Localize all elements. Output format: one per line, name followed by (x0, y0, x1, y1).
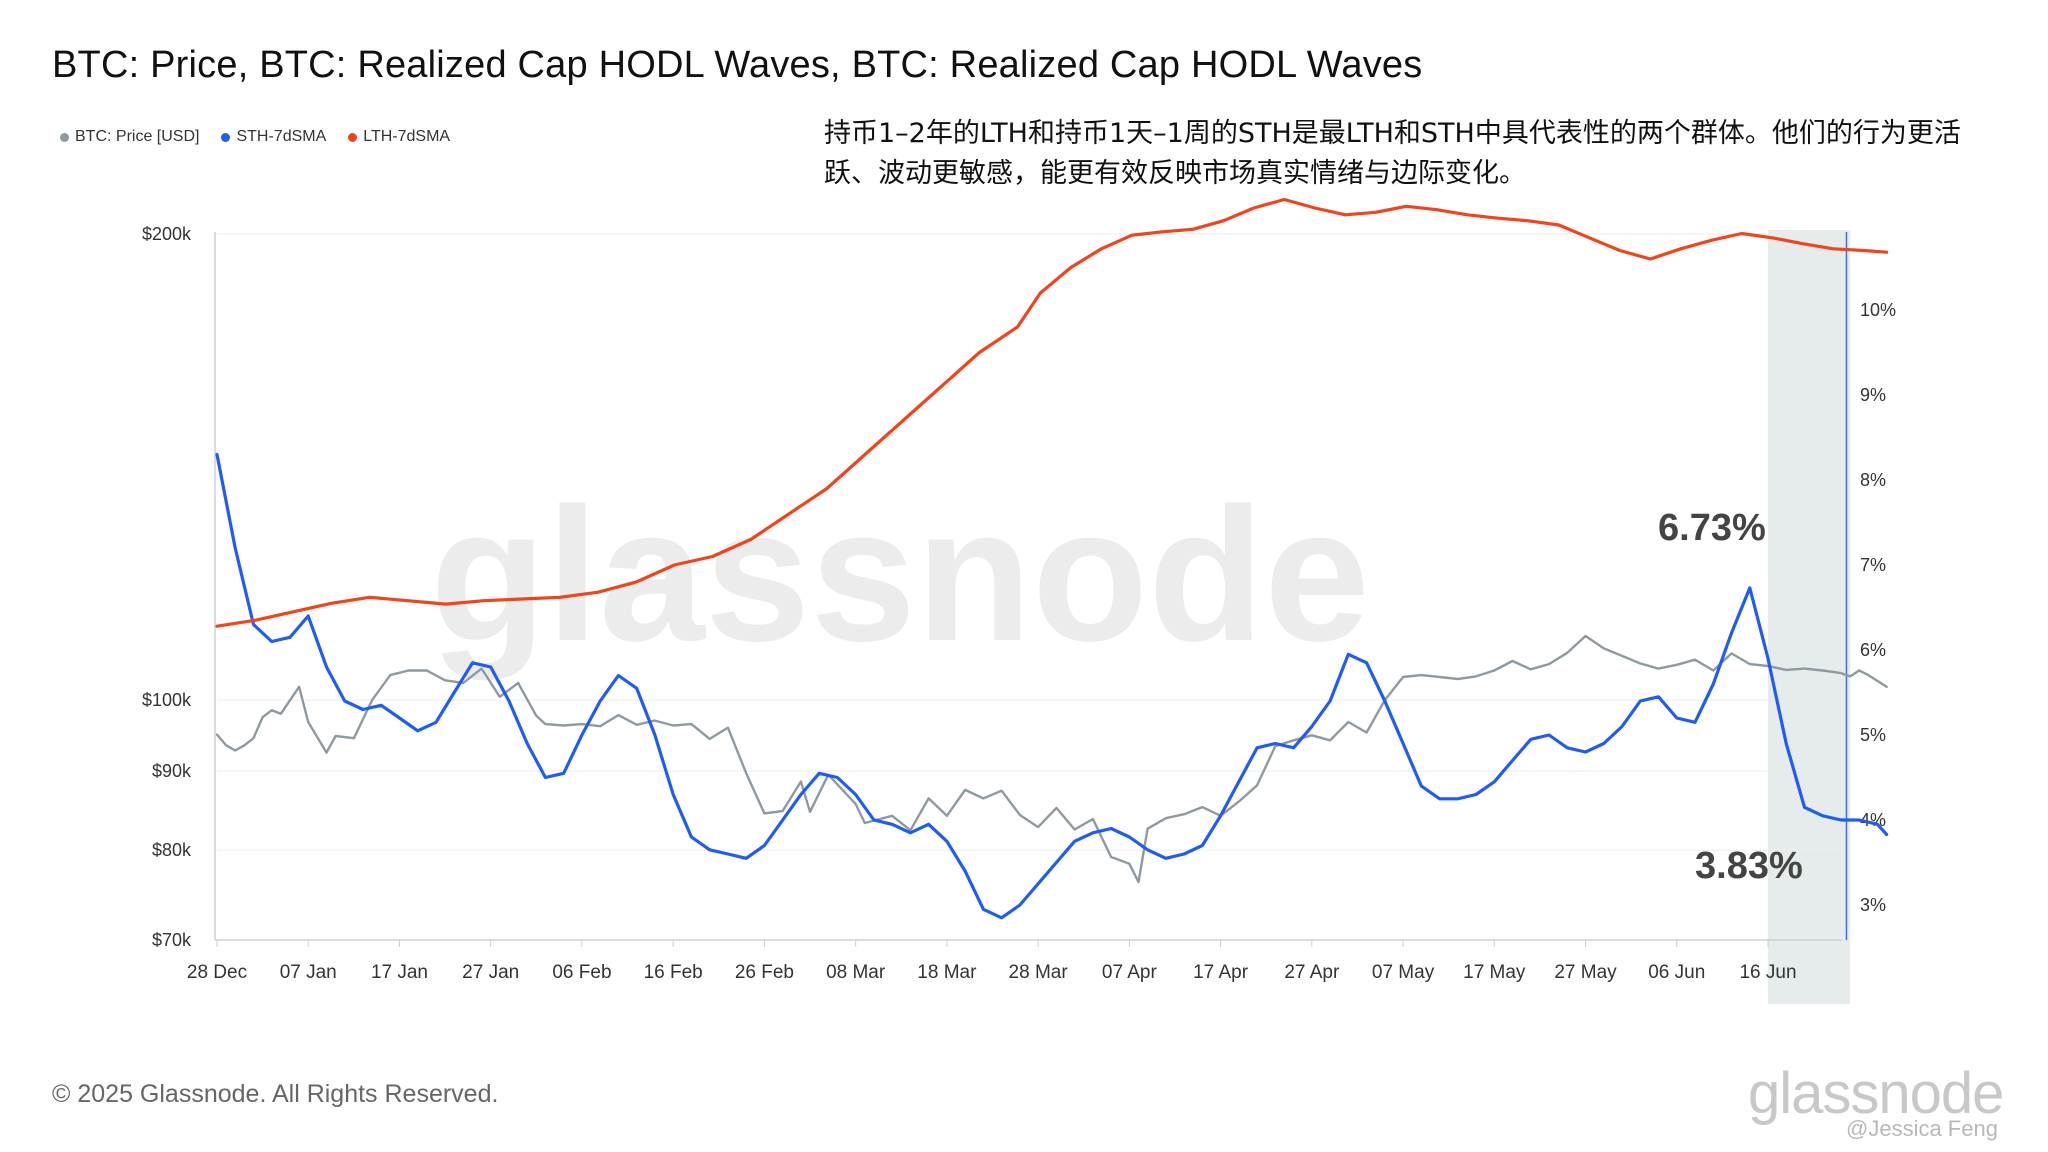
x-tick-label: 28 Dec (187, 962, 247, 983)
legend-item-sth[interactable]: STH-7dSMA (221, 128, 326, 146)
annotation-text: 持币1–2年的LTH和持币1天–1周的STH是最LTH和STH中具代表性的两个群… (824, 118, 1961, 189)
highlight-band (1768, 230, 1851, 1004)
x-tick-label: 07 Apr (1102, 962, 1158, 983)
watermark-text: glassnode (430, 469, 1370, 681)
y-left-tick-label: $100k (142, 690, 192, 710)
callout-sth-peak: 6.73% (1658, 507, 1766, 549)
x-tick-label: 27 Jan (462, 962, 519, 983)
y-left-tick-label: $90k (152, 761, 192, 781)
legend-dot-sth (221, 132, 231, 142)
y-right-tick-label: 5% (1860, 725, 1886, 745)
legend-item-lth[interactable]: LTH-7dSMA (348, 128, 450, 146)
price-line (215, 634, 1888, 884)
callout-sth-last: 3.83% (1695, 845, 1803, 887)
x-tick-label: 17 Jan (371, 962, 428, 983)
x-tick-label: 18 Mar (917, 962, 977, 983)
x-tick-label: 26 Feb (735, 962, 794, 983)
y-right-tick-label: 10% (1860, 300, 1896, 320)
x-tick-label: 07 Jan (280, 962, 337, 983)
chart-title: BTC: Price, BTC: Realized Cap HODL Waves… (52, 44, 1423, 86)
y-right-tick-label: 7% (1860, 555, 1886, 575)
legend-dot-lth (348, 132, 358, 142)
y-left-tick-label: $70k (152, 930, 192, 950)
sth-line (215, 452, 1889, 920)
copyright-text: © 2025 Glassnode. All Rights Reserved. (52, 1080, 499, 1108)
x-tick-label: 27 Apr (1284, 962, 1340, 983)
x-tick-label: 08 Mar (826, 962, 886, 983)
lth-line (215, 197, 1889, 628)
x-tick-label: 27 May (1554, 962, 1617, 983)
glassnode-logo: glassnode (1748, 1061, 2004, 1126)
legend-label-lth: LTH-7dSMA (363, 128, 451, 145)
x-tick-label: 17 May (1463, 962, 1526, 983)
y-left-tick-label: $200k (142, 224, 192, 244)
x-tick-label: 16 Jun (1739, 962, 1796, 983)
legend-label-price: BTC: Price [USD] (75, 128, 200, 145)
legend-item-price[interactable]: BTC: Price [USD] (60, 128, 199, 146)
x-tick-label: 17 Apr (1193, 962, 1249, 983)
series-layer (215, 197, 1889, 920)
author-credit: @Jessica Feng (1846, 1116, 1998, 1141)
x-tick-label: 07 May (1372, 962, 1435, 983)
y-right-tick-label: 9% (1860, 385, 1886, 405)
y-left-tick-label: $80k (152, 840, 192, 860)
highlight-layer (1768, 230, 1851, 1004)
x-tick-label: 06 Jun (1648, 962, 1705, 983)
x-tick-label: 28 Mar (1009, 962, 1069, 983)
legend-dot-price (60, 132, 69, 142)
legend-label-sth: STH-7dSMA (236, 128, 327, 145)
y-right-tick-label: 6% (1860, 640, 1886, 660)
legend: BTC: Price [USD] STH-7dSMA LTH-7dSMA (60, 128, 450, 146)
callout-layer: 6.73% 3.83% (1658, 507, 1803, 887)
x-tick-label: 16 Feb (644, 962, 703, 983)
x-tick-label: 06 Feb (552, 962, 611, 983)
y-right-tick-label: 3% (1860, 895, 1886, 915)
axis-layer: $70k$80k$90k$100k$200k3%4%5%6%7%8%9%10%2… (142, 224, 1896, 983)
y-right-tick-label: 8% (1860, 470, 1886, 490)
